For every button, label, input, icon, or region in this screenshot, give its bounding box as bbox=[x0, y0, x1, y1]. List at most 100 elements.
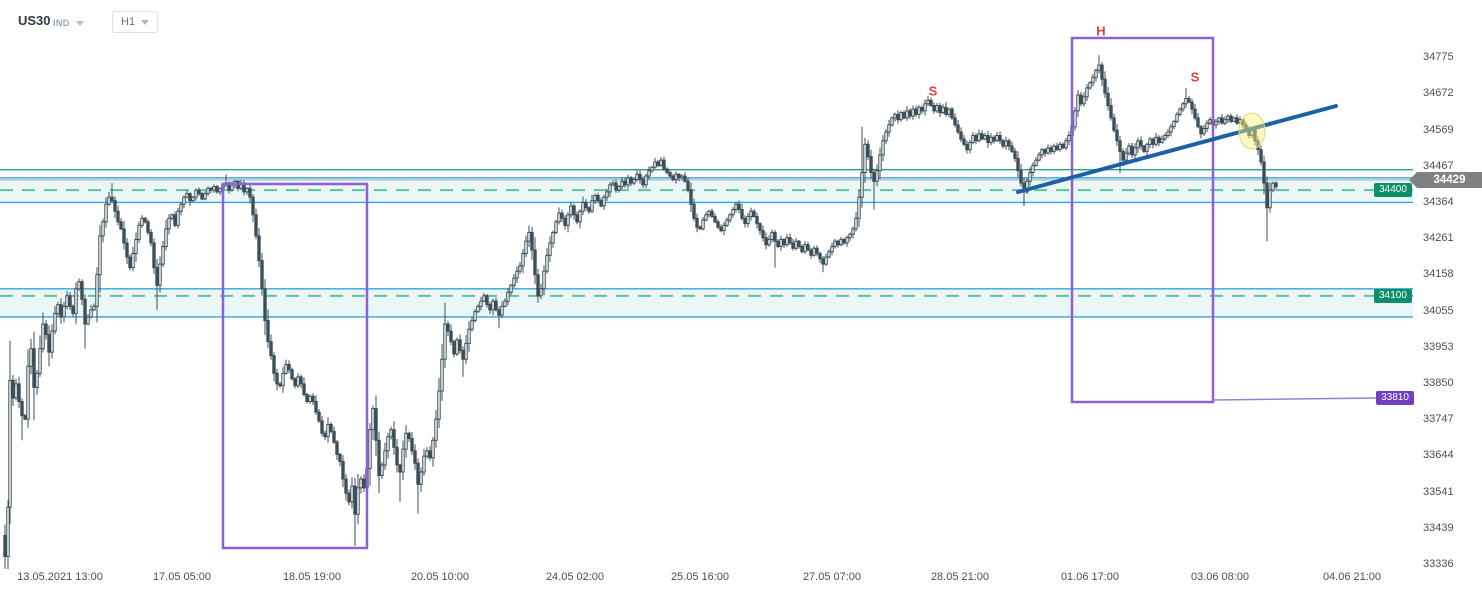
pattern-label-s: S bbox=[928, 83, 938, 99]
candle-body bbox=[968, 142, 972, 151]
candle-body bbox=[671, 175, 675, 181]
candle-body bbox=[848, 233, 852, 239]
candle-body bbox=[728, 214, 732, 221]
candle-body bbox=[782, 238, 786, 246]
candle-body bbox=[347, 492, 351, 503]
candle-body bbox=[998, 135, 1002, 142]
candle-body bbox=[689, 189, 693, 205]
candle-body bbox=[812, 247, 816, 256]
candle-body bbox=[1181, 103, 1185, 110]
candle-body bbox=[626, 177, 630, 186]
candle-body bbox=[338, 453, 342, 462]
candle-body bbox=[467, 328, 471, 344]
candle-body bbox=[692, 203, 696, 219]
price-tick-label: 34055 bbox=[1423, 304, 1454, 317]
candle-body bbox=[29, 348, 33, 367]
time-tick-label: 04.06 21:00 bbox=[1322, 571, 1382, 583]
candle-body bbox=[935, 105, 939, 112]
price-tick-label: 33644 bbox=[1423, 449, 1454, 462]
candle-body bbox=[404, 432, 408, 450]
market-type-label: IND bbox=[53, 18, 70, 28]
candle-body bbox=[557, 212, 561, 223]
candle-body bbox=[422, 455, 426, 473]
candle-body bbox=[260, 260, 264, 290]
time-tick-label: 01.06 17:00 bbox=[1060, 571, 1120, 583]
candle-body bbox=[620, 180, 624, 188]
candle-body bbox=[818, 253, 822, 260]
candle-body bbox=[572, 205, 576, 216]
candle-body bbox=[1193, 108, 1197, 119]
candle-body bbox=[131, 253, 135, 269]
candle-body bbox=[263, 288, 267, 321]
candle-body bbox=[851, 228, 855, 235]
timeframe-selector[interactable]: H1 bbox=[112, 11, 159, 33]
candle-body bbox=[1115, 129, 1119, 142]
candle-body bbox=[1205, 122, 1209, 129]
candle-body bbox=[503, 300, 507, 307]
candle-body bbox=[251, 196, 255, 216]
chevron-down-icon[interactable] bbox=[76, 21, 84, 26]
candle-body bbox=[878, 154, 882, 172]
candle-body bbox=[1043, 149, 1047, 154]
candle-body bbox=[734, 203, 738, 211]
timeframe-value: H1 bbox=[121, 16, 136, 28]
candle-body bbox=[314, 401, 318, 413]
time-tick-label: 25.05 16:00 bbox=[670, 571, 730, 583]
candle-body bbox=[1079, 94, 1083, 105]
candle-body bbox=[524, 240, 528, 255]
candle-body bbox=[569, 205, 573, 216]
candle-body bbox=[623, 180, 627, 186]
candle-body bbox=[881, 140, 885, 156]
candle-body bbox=[530, 231, 534, 251]
candle-body bbox=[830, 245, 834, 253]
candle-body bbox=[1016, 157, 1020, 172]
candle-body bbox=[302, 383, 306, 395]
candle-body bbox=[1271, 182, 1275, 191]
candle-body bbox=[875, 170, 879, 182]
candle-body bbox=[329, 423, 333, 432]
candle-body bbox=[101, 221, 105, 237]
candle-body bbox=[587, 207, 591, 212]
candle-body bbox=[983, 135, 987, 140]
candle-body bbox=[449, 330, 453, 343]
trendline[interactable] bbox=[1016, 104, 1338, 194]
candle-body bbox=[1097, 64, 1101, 71]
candle-body bbox=[1025, 180, 1029, 193]
candle-body bbox=[509, 284, 513, 293]
candle-body bbox=[533, 249, 537, 276]
candle-body bbox=[1049, 147, 1053, 152]
candle-body bbox=[761, 230, 765, 239]
candle-body bbox=[1091, 76, 1095, 84]
candle-body bbox=[545, 254, 549, 272]
pattern-rectangles[interactable] bbox=[221, 36, 1215, 550]
candle-body bbox=[32, 348, 36, 388]
candle-body bbox=[686, 180, 690, 191]
candle-body bbox=[311, 395, 315, 403]
candle-body bbox=[506, 291, 510, 302]
candle-body bbox=[1163, 135, 1167, 140]
candle-body bbox=[1265, 182, 1269, 209]
candle-body bbox=[581, 201, 585, 212]
candle-body bbox=[815, 247, 819, 255]
candle-body bbox=[1106, 92, 1110, 107]
candle-body bbox=[248, 187, 252, 198]
candle-body bbox=[926, 99, 930, 105]
candle-body bbox=[485, 295, 489, 306]
candle-body bbox=[266, 319, 270, 343]
candle-body bbox=[1274, 182, 1278, 188]
candle-body bbox=[98, 235, 102, 276]
candle-body bbox=[146, 221, 150, 233]
candle-body bbox=[701, 219, 705, 230]
candle-body bbox=[752, 210, 756, 218]
candle-body bbox=[1148, 138, 1152, 145]
price-tick-label: 33953 bbox=[1423, 340, 1454, 353]
candle-body bbox=[320, 420, 324, 434]
symbol-name[interactable]: US30 bbox=[18, 13, 51, 28]
candle-body bbox=[119, 221, 123, 230]
candle-body bbox=[779, 238, 783, 247]
candle-body bbox=[1253, 129, 1257, 142]
candle-body bbox=[1130, 145, 1134, 156]
candle-body bbox=[188, 193, 192, 202]
candle-body bbox=[1232, 117, 1236, 122]
